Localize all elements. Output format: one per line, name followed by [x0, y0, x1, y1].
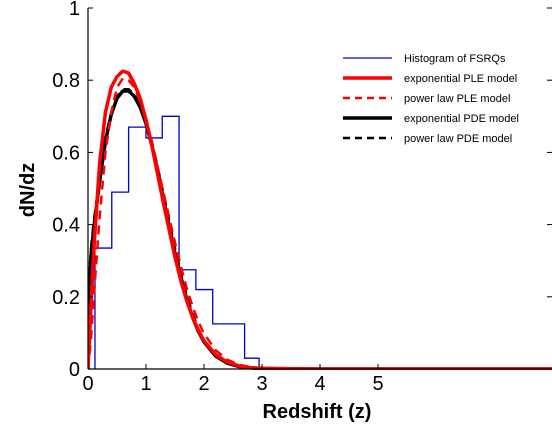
plot-area [88, 69, 552, 370]
series-line-power-law-pde-model [88, 87, 552, 370]
legend-label: exponential PLE model [404, 73, 517, 85]
legend-label: exponential PDE model [404, 113, 519, 125]
x-tick-label: 0 [82, 373, 93, 395]
legend-label: Histogram of FSRQs [404, 53, 506, 65]
y-tick-label: 0.6 [52, 142, 80, 164]
y-tick-label: 0.4 [52, 215, 80, 237]
histogram-series [94, 115, 552, 370]
legend-label: power law PDE model [404, 133, 512, 145]
legend-label: power law PLE model [404, 93, 510, 105]
legend-entry: power law PDE model [343, 133, 512, 145]
legend-entry: exponential PLE model [343, 73, 517, 85]
series-line-power-law-ple-model [88, 77, 552, 370]
x-tick-label: 2 [198, 373, 209, 395]
x-tick-label: 1 [140, 373, 151, 395]
x-axis-title: Redshift (z) [263, 401, 372, 423]
x-tick-label: 5 [372, 373, 383, 395]
y-tick-label: 1 [69, 0, 80, 20]
y-tick-label: 0.2 [52, 287, 80, 309]
y-axis-title: dN/dz [17, 163, 39, 217]
y-tick-label: 0 [69, 359, 80, 381]
y-tick-label: 0.8 [52, 70, 80, 92]
legend: Histogram of FSRQs exponential PLE model p… [343, 53, 519, 145]
legend-entry: Histogram of FSRQs [343, 53, 506, 65]
axes: 0 0.2 0.4 0.6 0.8 1 0 1 2 3 4 5 [52, 0, 552, 395]
legend-entry: exponential PDE model [343, 113, 519, 125]
x-tick-label: 3 [256, 373, 267, 395]
legend-entry: power law PLE model [343, 93, 510, 105]
x-tick-label: 4 [314, 373, 325, 395]
